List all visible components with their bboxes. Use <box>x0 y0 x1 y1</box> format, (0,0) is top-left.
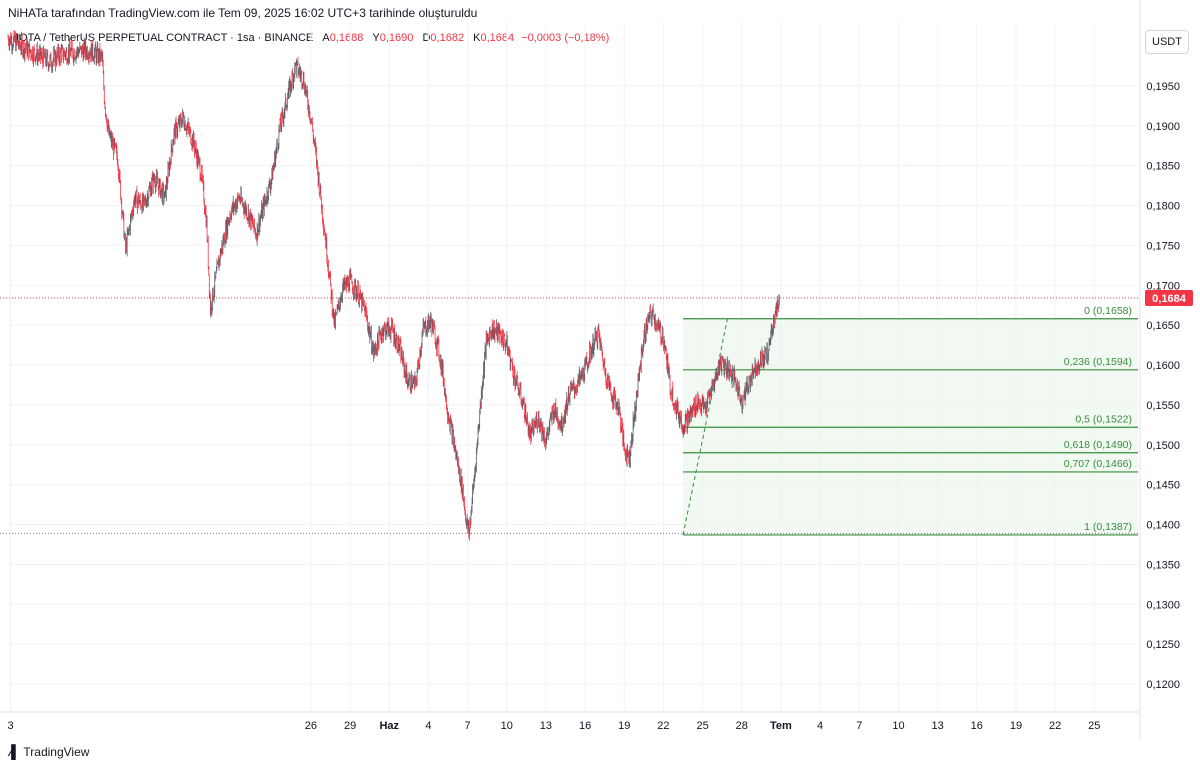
y-tick-label: 0,1700 <box>1146 280 1180 292</box>
brand-name: TradingView <box>23 744 90 759</box>
x-tick-label: 4 <box>817 720 823 732</box>
y-tick-label: 0,1550 <box>1146 400 1180 412</box>
y-tick-label: 0,1900 <box>1146 121 1180 133</box>
x-tick-label: 28 <box>736 720 748 732</box>
y-tick-label: 0,1450 <box>1146 480 1180 492</box>
y-tick-label: 0,1200 <box>1146 679 1180 691</box>
tradingview-logo-icon: ⁄▌ <box>10 744 20 759</box>
currency-button[interactable]: USDT <box>1145 30 1189 54</box>
close-value: 0,1684 <box>480 32 515 44</box>
x-tick-label: 3 <box>8 720 14 732</box>
fib-level-label: 0 (0,1658) <box>1084 305 1132 317</box>
x-tick-label: 10 <box>501 720 513 732</box>
fib-level-label: 0,618 (0,1490) <box>1064 439 1132 451</box>
y-tick-label: 0,1800 <box>1146 201 1180 213</box>
author-caption: NiHATa tarafından TradingView.com ile Te… <box>8 6 478 20</box>
y-tick-label: 0,1400 <box>1146 520 1180 532</box>
x-tick-label: 29 <box>344 720 356 732</box>
x-tick-label: 16 <box>971 720 983 732</box>
candles <box>7 30 780 541</box>
y-tick-label: 0,1300 <box>1146 599 1180 611</box>
fib-level-label: 0,707 (0,1466) <box>1064 458 1132 470</box>
x-tick-label: 19 <box>1010 720 1022 732</box>
open-label: A <box>322 32 330 44</box>
reference-lines <box>0 297 1140 534</box>
symbol-legend: IOTA / TetherUS PERPETUAL CONTRACT · 1sa… <box>16 32 609 44</box>
x-tick-label: 22 <box>657 720 669 732</box>
fibonacci-retracement[interactable]: 0 (0,1658) 0,236 (0,1594) 0,5 (0,1522) 0,61… <box>682 305 1138 536</box>
x-tick-label: 16 <box>579 720 591 732</box>
fib-level-label: 0,5 (0,1522) <box>1075 413 1132 425</box>
x-tick-label: 26 <box>305 720 317 732</box>
open-value: 0,1688 <box>329 32 364 44</box>
x-tick-label: 22 <box>1049 720 1061 732</box>
price-axis[interactable]: 0,19500,19000,18500,18000,17500,17000,16… <box>1139 0 1193 740</box>
change-value: −0,0003 (−0,18%) <box>521 32 610 44</box>
last-price-label: 0,1684 <box>1152 293 1187 305</box>
y-tick-label: 0,1950 <box>1146 81 1180 93</box>
y-tick-label: 0,1350 <box>1146 559 1180 571</box>
fib-level-label: 1 (0,1387) <box>1084 521 1132 533</box>
fib-level-label: 0,236 (0,1594) <box>1064 356 1132 368</box>
symbol-name[interactable]: IOTA / TetherUS PERPETUAL CONTRACT · 1sa… <box>16 32 314 44</box>
x-tick-label: 4 <box>425 720 431 732</box>
x-tick-label: 7 <box>856 720 862 732</box>
low-label: D <box>422 32 431 44</box>
tradingview-logo[interactable]: ⁄▌ TradingView <box>10 744 89 759</box>
x-tick-label: 13 <box>931 720 943 732</box>
y-tick-label: 0,1650 <box>1146 320 1180 332</box>
x-tick-label: 7 <box>465 720 471 732</box>
x-tick-label: Haz <box>379 720 399 732</box>
y-tick-label: 0,1250 <box>1146 639 1180 651</box>
close-label: K <box>473 32 481 44</box>
high-label: Y <box>372 32 380 44</box>
high-value: 0,1690 <box>379 32 414 44</box>
time-axis[interactable]: 3 26 29 Haz 4 7 10 13 16 19 22 25 28 Tem 4 7 10 13 16 19 22 2… <box>0 711 1140 732</box>
x-tick-label: Tem <box>770 720 792 732</box>
x-tick-label: 25 <box>696 720 708 732</box>
y-tick-label: 0,1500 <box>1146 440 1180 452</box>
x-tick-label: 10 <box>892 720 904 732</box>
y-tick-label: 0,1850 <box>1146 161 1180 173</box>
y-tick-label: 0,1600 <box>1146 360 1180 372</box>
x-tick-label: 25 <box>1088 720 1100 732</box>
low-value: 0,1682 <box>430 32 465 44</box>
x-tick-label: 19 <box>618 720 630 732</box>
last-price-tag <box>1145 290 1193 307</box>
y-tick-label: 0,1750 <box>1146 240 1180 252</box>
x-tick-label: 13 <box>540 720 552 732</box>
